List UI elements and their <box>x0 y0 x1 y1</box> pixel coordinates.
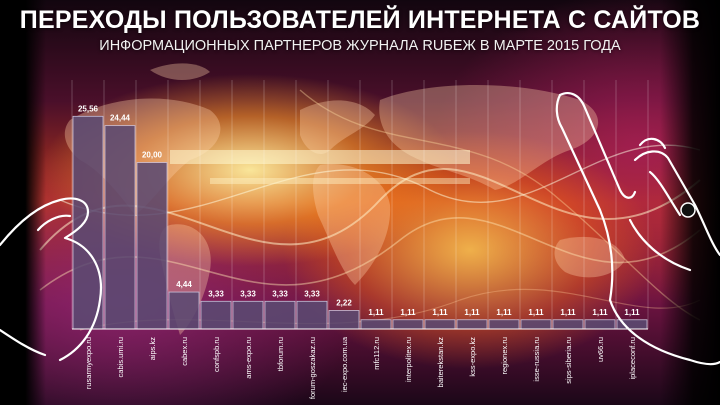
chart-category-label: uv66.ru <box>596 337 605 362</box>
chart-category-label: ams-expo.ru <box>244 337 253 379</box>
touch-hand-right-icon <box>555 92 720 366</box>
chart-category-label: isse-russia.ru <box>532 337 541 382</box>
chart-value-label: 20,00 <box>142 151 163 160</box>
chart-value-label: 1,11 <box>592 308 608 317</box>
chart-value-label: 4,44 <box>176 280 192 289</box>
chart-value-label: 3,33 <box>304 289 320 298</box>
chart-bar <box>72 115 104 330</box>
chart-value-label: 24,44 <box>110 114 131 123</box>
chart-value-label: 1,11 <box>560 308 576 317</box>
chart-category-label: aips.kz <box>148 337 157 361</box>
touch-hand-left-icon <box>0 197 103 362</box>
chart-category-label: cabis.umi.ru <box>116 337 125 377</box>
chart-bar <box>264 300 296 330</box>
chart-category-label: iplaceconf.ru <box>628 337 637 380</box>
chart-value-label: 2,22 <box>336 299 352 308</box>
chart-value-label: 1,11 <box>400 308 416 317</box>
chart-gridlines <box>71 80 649 329</box>
chart-bar <box>168 291 200 330</box>
chart-title: ПЕРЕХОДЫ ПОЛЬЗОВАТЕЛЕЙ ИНТЕРНЕТА С САЙТО… <box>19 6 701 34</box>
chart-subtitle: ИНФОРМАЦИОННЫХ ПАРТНЕРОВ ЖУРНАЛА RUБЕЖ В… <box>99 38 621 54</box>
tablet-frame-right <box>660 0 720 405</box>
chart-category-label: tbforum.ru <box>276 337 285 371</box>
chart-category-label: mfc112.ru <box>372 337 381 370</box>
chart-category-label: baiterekstan.kz <box>436 337 445 388</box>
chart-category-labels: rusarmyexpo.ru cabis.umi.ru aips.kz cabex.r… <box>84 336 637 399</box>
chart-value-label: 3,33 <box>208 289 224 298</box>
chart-value-label: 1,11 <box>432 308 448 317</box>
chart-category-label: forum-goszakaz.ru <box>308 337 317 399</box>
chart-category-label: rusarmyexpo.ru <box>84 337 93 389</box>
chart-value-label: 1,11 <box>624 308 640 317</box>
chart-category-label: confspb.ru <box>212 337 221 372</box>
chart-bar <box>136 162 168 330</box>
chart-value-labels: 25,56 24,44 20,00 4,44 3,33 3,33 3,33 3,33 2,22 1… <box>78 104 640 316</box>
chart-category-label: regionex.ru <box>500 337 509 375</box>
chart-bars <box>72 115 648 330</box>
chart-value-label: 1,11 <box>496 308 512 317</box>
tablet-frame-left <box>0 0 46 405</box>
chart-value-label: 1,11 <box>464 308 480 317</box>
chart-value-label: 3,33 <box>240 289 256 298</box>
chart-category-label: iec-expo.com.ua <box>340 336 349 392</box>
chart-category-label: cabex.ru <box>180 337 189 366</box>
chart-category-label: kss-expo.kz <box>468 337 477 377</box>
chart-category-label: sips-siberia.ru <box>564 337 573 384</box>
chart-category-label: interpolitex.ru <box>404 337 413 382</box>
chart-value-label: 1,11 <box>368 308 384 317</box>
chart-value-label: 25,56 <box>78 104 99 113</box>
chart-value-label: 3,33 <box>272 289 288 298</box>
chart-bar <box>104 125 136 330</box>
chart-value-label: 1,11 <box>528 308 544 317</box>
chart-bar <box>232 300 264 330</box>
